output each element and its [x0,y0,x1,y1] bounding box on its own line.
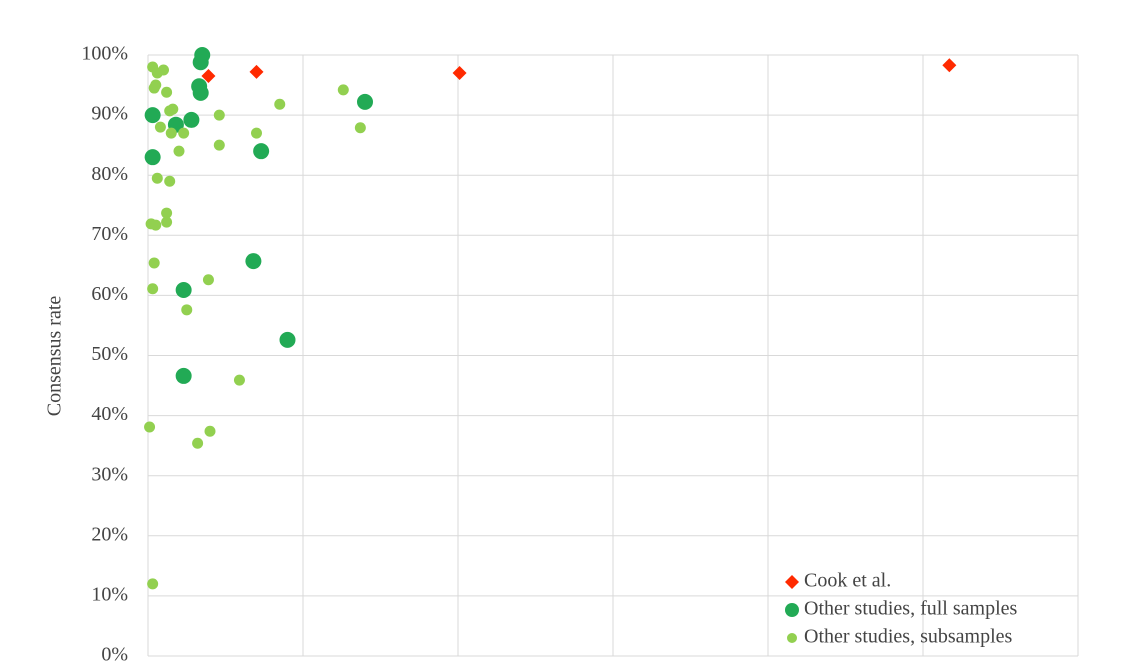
point [192,84,209,101]
point [245,253,262,270]
point [249,64,264,79]
point [354,122,366,134]
y-tick-label: 100% [81,43,128,65]
point [279,331,296,348]
y-tick-label: 90% [91,103,128,125]
point [151,172,163,184]
point [213,109,225,121]
legend-label: Other studies, full samples [804,598,1018,620]
point [251,127,262,139]
point [144,107,161,124]
point [175,367,192,384]
y-tick-label: 50% [91,343,128,365]
y-axis-label: Consensus rate [44,296,66,417]
point [154,121,166,133]
legend-label: Other studies, subsamples [804,626,1013,648]
point [233,374,245,386]
point [161,207,173,219]
y-tick-label: 60% [91,283,128,305]
point [192,54,209,71]
point [213,139,225,151]
point [183,111,200,128]
point [165,127,177,139]
point [357,93,373,110]
point [192,437,204,449]
point [164,175,176,187]
point [161,216,173,228]
point [181,304,193,316]
legend-marker [787,633,797,643]
point [175,281,192,298]
point [167,103,179,115]
point [178,127,190,139]
point [274,98,286,110]
point [253,143,270,160]
y-tick-label: 10% [91,583,128,605]
y-tick-label: 30% [91,463,128,485]
point [148,82,160,94]
legend-label: Cook et al. [804,570,891,592]
point [144,149,161,166]
point [150,219,162,231]
y-tick-label: 80% [91,163,128,185]
point [161,86,173,98]
legend-marker [785,603,799,617]
legend-marker [785,575,799,589]
y-tick-label: 70% [91,223,128,245]
point [147,283,159,295]
point [452,66,467,81]
point [337,84,349,96]
point [942,58,957,73]
point [204,425,216,437]
y-tick-label: 40% [91,403,128,425]
point [147,578,159,590]
point [173,145,185,157]
point [144,421,156,433]
point [151,67,163,79]
point [148,257,160,269]
y-tick-label: 0% [101,644,128,662]
point [202,274,214,286]
point [201,69,216,84]
y-tick-label: 20% [91,523,128,545]
